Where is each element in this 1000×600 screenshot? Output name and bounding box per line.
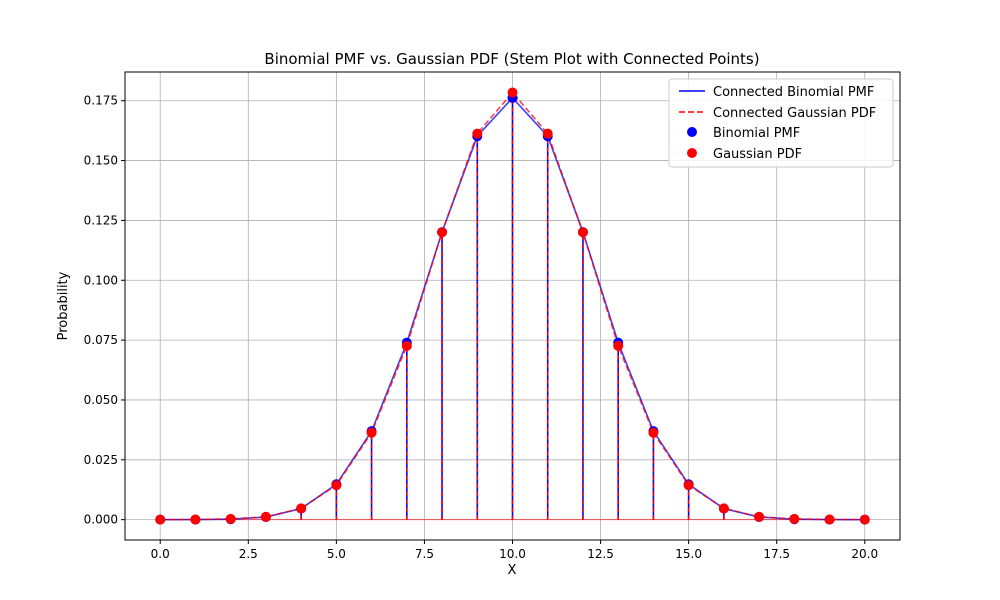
y-tick-label: 0.100 — [84, 273, 118, 287]
data-point-gaussian — [683, 480, 694, 491]
legend-marker-binomial — [687, 127, 697, 137]
series-line-gaussian — [160, 91, 865, 521]
legend-box — [668, 78, 894, 168]
y-axis-label: Probability — [56, 271, 71, 340]
data-point-gaussian — [859, 514, 870, 525]
data-point-gaussian — [190, 514, 201, 525]
data-point-gaussian — [155, 514, 166, 525]
x-tick-label: 10.0 — [499, 547, 526, 561]
x-tick-label: 12.5 — [587, 547, 614, 561]
data-point-gaussian — [542, 128, 553, 139]
x-axis-label: X — [508, 563, 517, 578]
chart-title: Binomial PMF vs. Gaussian PDF (Stem Plot… — [264, 50, 759, 68]
data-point-gaussian — [718, 503, 729, 514]
legend-marker-gaussian — [687, 148, 697, 158]
data-point-gaussian — [296, 503, 307, 514]
data-point-gaussian — [331, 480, 342, 491]
x-tick-label: 7.5 — [415, 547, 434, 561]
x-tick-label: 5.0 — [327, 547, 346, 561]
data-point-gaussian — [789, 513, 800, 524]
data-point-gaussian — [754, 511, 765, 522]
legend-label-connected-gaussian: Connected Gaussian PDF — [713, 106, 876, 121]
y-tick-label: 0.125 — [84, 213, 118, 227]
y-tick-label: 0.050 — [84, 393, 118, 407]
data-point-gaussian — [472, 128, 483, 139]
y-tick-label: 0.175 — [84, 94, 118, 108]
legend-label-gaussian: Gaussian PDF — [713, 147, 802, 162]
data-point-gaussian — [437, 227, 448, 238]
data-point-gaussian — [824, 514, 835, 525]
legend: Connected Binomial PMF Connected Gaussia… — [668, 78, 894, 168]
data-point-gaussian — [260, 511, 271, 522]
y-tick-label: 0.150 — [84, 154, 118, 168]
data-point-gaussian — [225, 513, 236, 524]
data-point-gaussian — [613, 340, 624, 351]
legend-label-binomial: Binomial PMF — [713, 126, 800, 141]
x-tick-label: 20.0 — [851, 547, 878, 561]
y-tick-label: 0.075 — [84, 333, 118, 347]
x-axis-ticks: 0.0 2.5 5.0 7.5 10.0 12.5 15.0 17.5 20.0 — [151, 540, 878, 561]
y-axis-ticks: 0.000 0.025 0.050 0.075 0.100 0.125 0.150 0.175 — [84, 94, 125, 527]
data-point-gaussian — [401, 340, 412, 351]
x-tick-label: 2.5 — [239, 547, 258, 561]
x-tick-label: 15.0 — [675, 547, 702, 561]
data-point-gaussian — [577, 227, 588, 238]
y-tick-label: 0.000 — [84, 513, 118, 527]
marker-layer — [155, 87, 870, 525]
stem-layer — [159, 92, 866, 521]
data-point-gaussian — [507, 87, 518, 98]
legend-label-connected-binomial: Connected Binomial PMF — [713, 85, 874, 100]
x-tick-label: 17.5 — [763, 547, 790, 561]
data-point-gaussian — [366, 427, 377, 438]
data-point-gaussian — [648, 427, 659, 438]
y-tick-label: 0.025 — [84, 453, 118, 467]
x-tick-label: 0.0 — [151, 547, 170, 561]
